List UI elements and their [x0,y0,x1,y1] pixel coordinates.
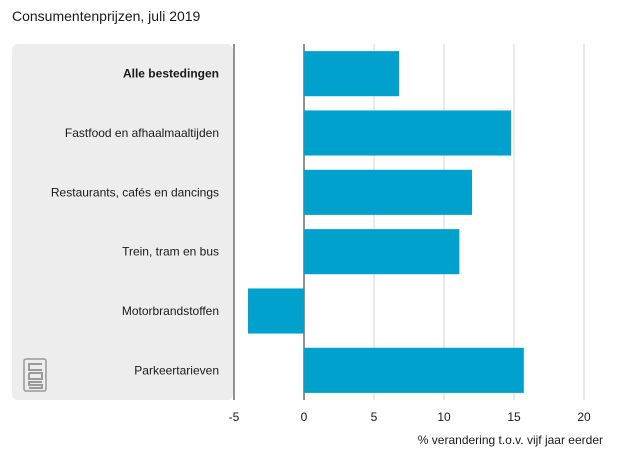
x-tick-label: 5 [371,410,378,424]
category-label: Fastfood en afhaalmaaltijden [65,126,219,140]
category-label: Motorbrandstoffen [122,304,219,318]
category-label-panel [12,44,233,400]
x-tick-label: 0 [301,410,308,424]
bar [304,51,400,97]
bar [304,347,524,393]
bar [304,229,460,275]
category-label: Restaurants, cafés en dancings [51,185,219,199]
x-tick-label: -5 [229,410,240,424]
x-axis-label: % verandering t.o.v. vijf jaar eerder [418,433,603,447]
category-label: Alle bestedingen [123,67,219,81]
x-tick-label: 15 [507,410,521,424]
x-tick-label: 20 [577,410,591,424]
bar [304,169,472,215]
bar [248,288,304,334]
cbs-logo-icon [23,358,47,392]
bar [304,110,512,156]
chart-title: Consumentenprijzen, juli 2019 [12,8,201,24]
x-tick-label: 10 [437,410,451,424]
category-label: Trein, tram en bus [122,245,219,259]
category-label: Parkeertarieven [134,363,219,377]
